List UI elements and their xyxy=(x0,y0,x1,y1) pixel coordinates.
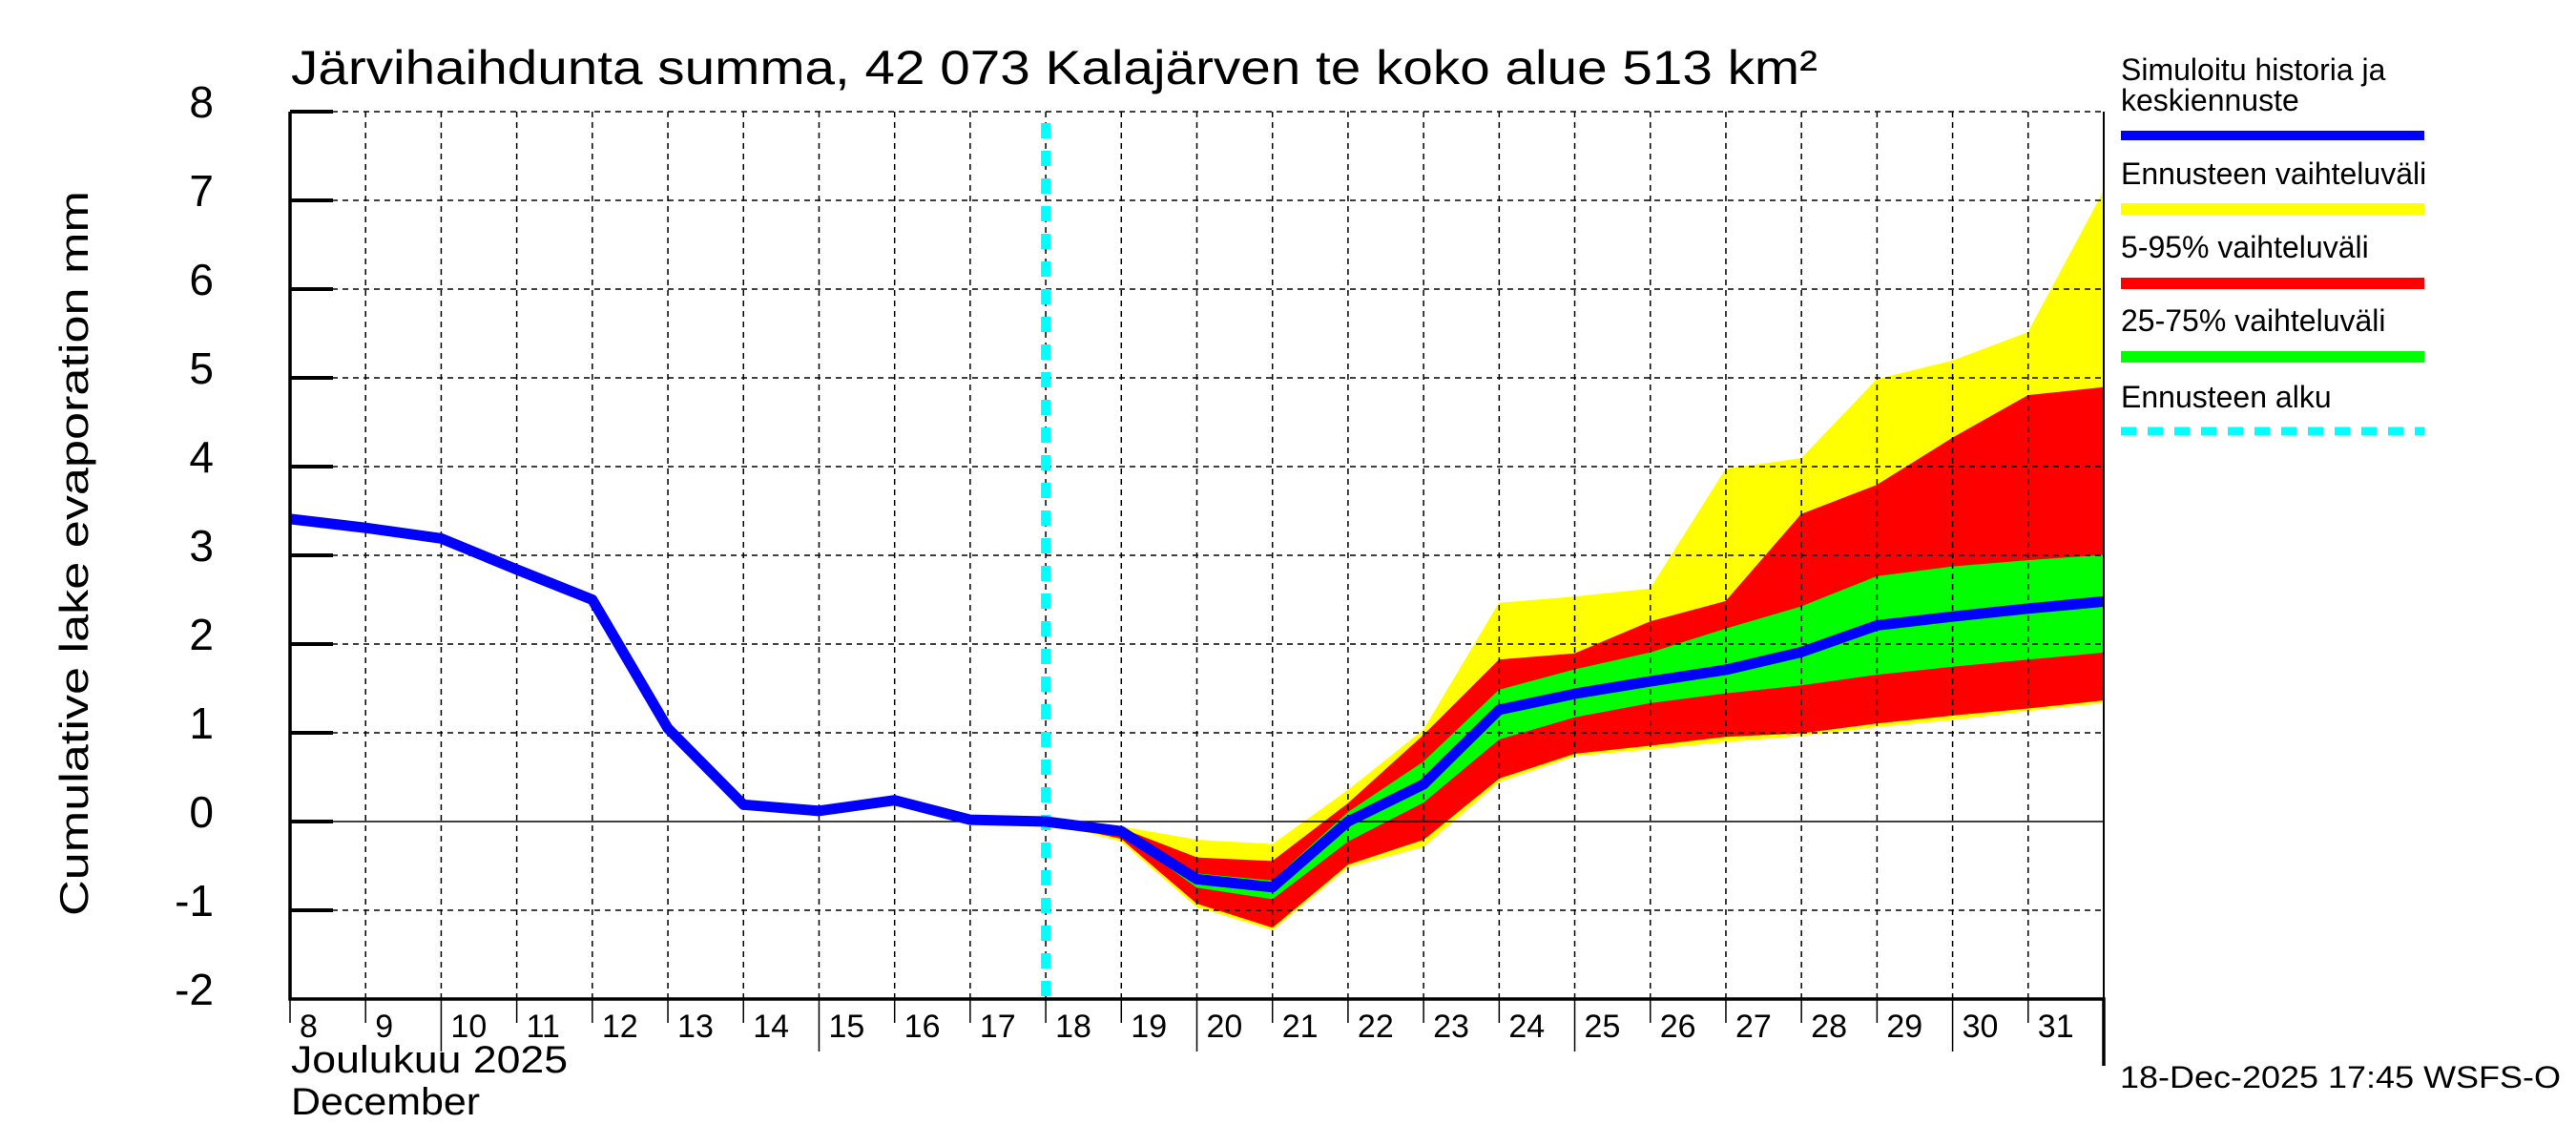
x-tick-label: 22 xyxy=(1358,1009,1394,1045)
x-tick-label: 26 xyxy=(1660,1009,1696,1045)
y-tick-label: 7 xyxy=(189,166,214,216)
legend-label-history-line2: keskiennuste xyxy=(2121,83,2299,117)
x-tick-label: 21 xyxy=(1282,1009,1319,1045)
x-tick-label: 25 xyxy=(1585,1009,1621,1045)
x-tick-label: 29 xyxy=(1886,1009,1922,1045)
chart-title: Järvihaihdunta summa, 42 073 Kalajärven … xyxy=(291,41,1818,94)
x-tick-label: 8 xyxy=(300,1009,318,1045)
x-tick-label: 17 xyxy=(980,1009,1016,1045)
x-tick-label: 12 xyxy=(602,1009,638,1045)
x-tick-label: 19 xyxy=(1131,1009,1167,1045)
y-tick-label: 4 xyxy=(189,432,214,482)
x-tick-label: 28 xyxy=(1811,1009,1847,1045)
legend-label-history-line1: Simuloitu historia ja xyxy=(2121,52,2386,87)
legend-label-range: Ennusteen vaihteluväli xyxy=(2121,156,2426,191)
y-axis-label: Cumulative lake evaporation mm xyxy=(52,191,96,916)
x-tick-label: 10 xyxy=(450,1009,487,1045)
x-tick-label: 30 xyxy=(1963,1009,1999,1045)
axes xyxy=(288,110,2106,1066)
x-tick-label: 11 xyxy=(527,1009,560,1045)
x-tick-labels: 8 9 10 11 12 13 14 15 16 17 18 19 20 21 22 23 24 25 26 27 28… xyxy=(300,1009,2074,1045)
y-tick-label: 3 xyxy=(189,521,214,571)
x-tick-label: 31 xyxy=(2038,1009,2074,1045)
legend-swatch-p5-95 xyxy=(2121,278,2424,289)
y-tick-label: 2 xyxy=(189,610,214,659)
y-tick-label: 1 xyxy=(189,698,214,748)
y-tick-label: 0 xyxy=(189,787,214,837)
x-axis-month-fi: Joulukuu 2025 xyxy=(291,1039,568,1081)
series-layer xyxy=(289,123,2105,999)
legend-swatch-p25-75 xyxy=(2121,351,2424,363)
legend-label-forecast-start: Ennusteen alku xyxy=(2121,380,2332,414)
y-tick-label: 6 xyxy=(189,255,214,304)
y-tick-label: -2 xyxy=(175,965,214,1014)
x-tick-label: 18 xyxy=(1055,1009,1091,1045)
legend: Simuloitu historia ja keskiennuste Ennus… xyxy=(2121,52,2426,436)
x-tick-label: 13 xyxy=(677,1009,714,1045)
x-tick-label: 24 xyxy=(1508,1009,1545,1045)
timestamp: 18-Dec-2025 17:45 WSFS-O xyxy=(2120,1060,2561,1094)
y-tick-label: 5 xyxy=(189,344,214,393)
legend-swatch-range xyxy=(2121,203,2424,215)
x-tick-label: 23 xyxy=(1433,1009,1469,1045)
x-tick-label: 15 xyxy=(828,1009,864,1045)
x-axis-month-en: December xyxy=(291,1081,480,1123)
y-tick-labels: -2 -1 0 1 2 3 4 5 6 7 8 xyxy=(175,77,214,1014)
x-tick-label: 20 xyxy=(1207,1009,1243,1045)
legend-label-p5-95: 5-95% vaihteluväli xyxy=(2121,230,2369,264)
y-tick-label: -1 xyxy=(175,876,214,926)
y-tick-label: 8 xyxy=(189,77,214,127)
x-tick-label: 9 xyxy=(375,1009,393,1045)
x-tick-label: 16 xyxy=(904,1009,941,1045)
legend-swatch-history xyxy=(2121,131,2424,140)
legend-label-p25-75: 25-75% vaihteluväli xyxy=(2121,303,2386,338)
x-tick-label: 14 xyxy=(753,1009,789,1045)
x-tick-label: 27 xyxy=(1735,1009,1772,1045)
